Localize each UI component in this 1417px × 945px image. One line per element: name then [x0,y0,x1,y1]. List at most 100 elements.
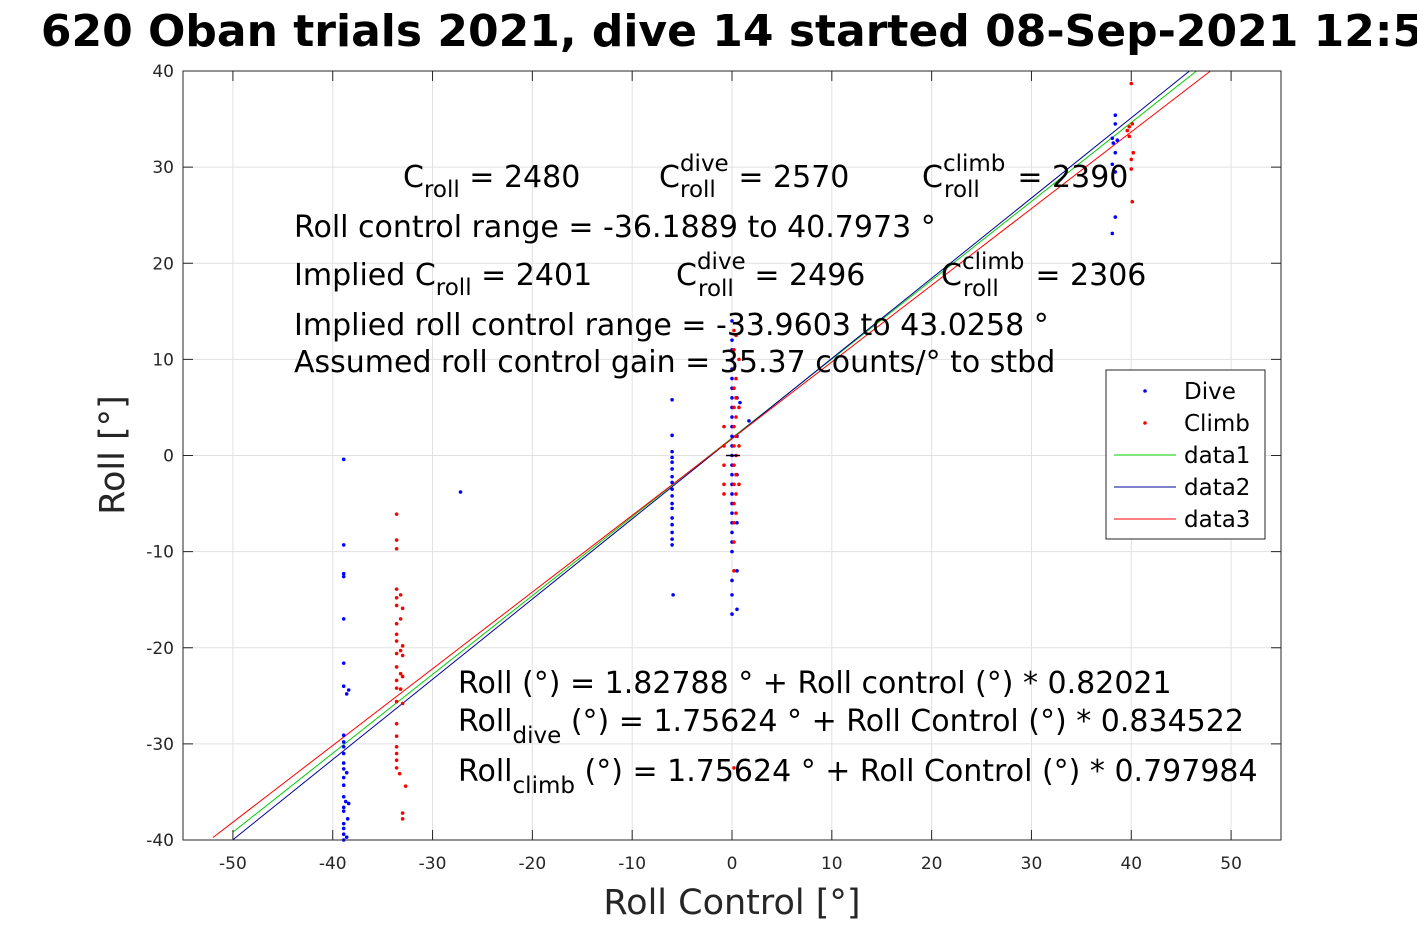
point-climb [394,665,399,669]
x-tick-label: 30 [1021,854,1043,874]
annotation-c-roll-climb-sub: roll = 2390 [944,160,1128,203]
point-dive [730,593,734,597]
point-climb [734,396,738,400]
x-tick-label: -30 [419,854,447,874]
point-dive [670,530,674,535]
point-climb [398,617,403,621]
x-tick-label: -50 [219,854,247,874]
point-climb [400,653,405,658]
point-dive [341,574,346,579]
point-dive [346,801,351,806]
point-climb [737,444,741,448]
point-climb [394,639,399,643]
point-dive [341,733,346,738]
point-climb [732,347,736,352]
point-dive [670,506,674,511]
point-dive [735,520,739,525]
point-dive [670,494,674,498]
point-climb [394,651,399,656]
point-dive [341,794,346,799]
series-line-data3 [212,70,1211,838]
point-climb [394,587,399,591]
point-climb [397,771,402,776]
point-climb [400,817,405,821]
point-dive [341,775,346,780]
fit-lines [212,70,1211,841]
annotations: Croll = 2480 Cdive roll = 2570 Cclimb ro… [294,151,1258,799]
point-dive [1113,150,1118,155]
point-dive [345,817,350,821]
annotation-c-roll-dive: Cdive [659,151,729,195]
point-dive [341,809,346,813]
data-points [341,81,1136,842]
point-dive [341,805,346,810]
point-climb [732,520,736,525]
legend-label-dive: Dive [1184,379,1236,405]
point-climb [734,472,738,477]
annotation-fit-all: Roll (°) = 1.82788 ° + Roll control (°) … [458,666,1172,701]
point-dive [341,783,346,788]
point-climb [734,376,738,381]
point-dive [344,835,349,839]
annotation-c-roll-climb: Cclimb [922,151,1005,195]
x-tick-label: 10 [821,854,843,874]
point-climb [1129,167,1134,171]
point-climb [732,482,736,487]
point-dive [341,767,346,771]
point-climb [1127,124,1132,129]
point-dive [1113,215,1118,219]
point-dive [341,457,346,462]
point-climb [1130,122,1135,126]
annotation-c-roll: Croll = 2480 [403,160,580,203]
annotation-fit-climb: Rollclimb (°) = 1.75624 ° + Roll Control… [458,754,1258,799]
legend: Dive Climb data1 data2 data3 [1105,369,1266,540]
point-climb [722,463,726,467]
x-ticks: -50 -40 -30 -20 -10 0 10 20 30 40 50 [219,71,1242,874]
annotation-implied-c-roll-climb: Cclimb [941,249,1024,293]
point-dive [730,396,734,400]
y-ticks: -40 -30 -20 -10 0 10 20 30 40 [146,62,1281,851]
point-dive [735,607,739,612]
x-tick-label: -40 [319,854,347,874]
legend-marker-dive [1143,389,1147,393]
point-climb [732,424,736,429]
point-climb [394,686,399,690]
point-climb [394,678,399,683]
point-climb [732,463,736,467]
point-dive [730,492,734,496]
y-tick-label: 0 [163,447,174,467]
point-dive [343,799,348,804]
legend-marker-climb [1143,421,1147,425]
point-climb [732,766,736,770]
point-climb [394,546,399,551]
y-axis-label: Roll [°] [93,395,133,515]
point-climb [394,758,399,763]
point-dive [341,617,346,621]
point-climb [734,511,738,515]
x-axis-label: Roll Control [°] [603,883,860,923]
point-climb [1125,128,1130,133]
point-dive [730,511,734,515]
x-tick-label: -10 [618,854,646,874]
point-dive [670,516,674,520]
point-climb [394,734,399,738]
point-climb [722,492,726,496]
point-climb [394,699,399,704]
point-climb [1129,81,1134,86]
point-dive [341,832,346,837]
point-climb [398,593,403,597]
y-tick-label: -40 [146,831,174,851]
point-climb [394,512,399,516]
x-tick-label: -20 [518,854,546,874]
point-dive [730,376,734,381]
annotation-c-roll-dive-sub: roll = 2570 [680,160,849,203]
point-dive [670,537,674,541]
point-climb [734,434,738,439]
point-climb [732,367,736,371]
point-climb [1131,150,1136,155]
legend-label-climb: Climb [1184,411,1250,437]
point-climb [732,444,736,448]
point-dive [730,530,734,535]
point-dive [341,684,346,688]
x-tick-label: 0 [727,854,738,874]
